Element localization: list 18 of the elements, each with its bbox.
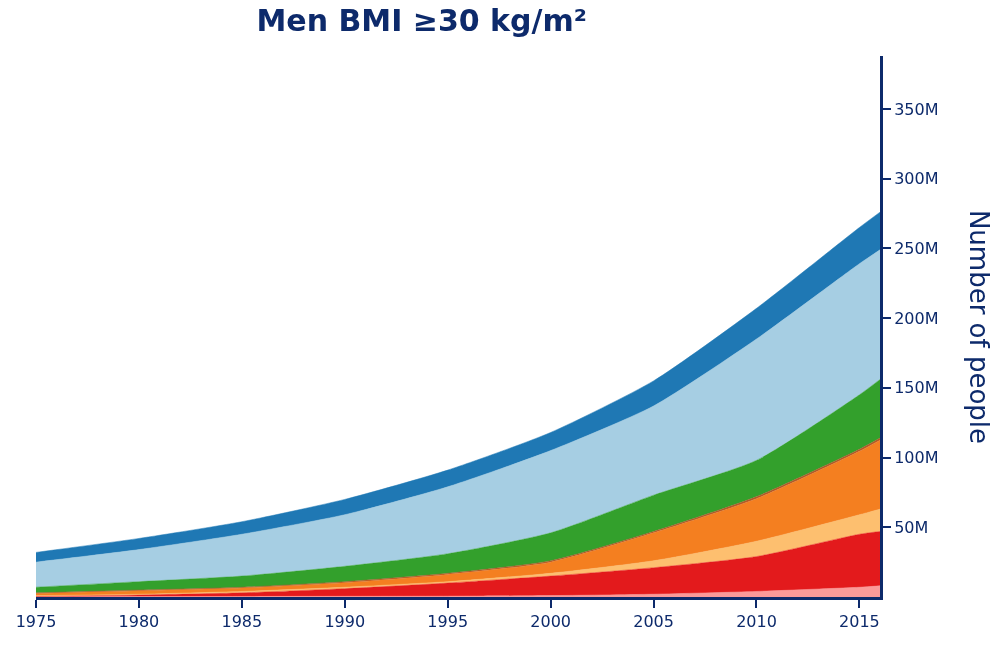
y-tick-label: 300M <box>894 169 939 189</box>
y-tick-label: 50M <box>894 517 929 537</box>
x-tick-label: 1995 <box>427 612 469 632</box>
y-tick-label: 150M <box>894 378 939 398</box>
y-axis-title: Number of people <box>964 209 995 445</box>
y-tick-label: 250M <box>894 239 939 259</box>
x-tick-label: 1980 <box>118 612 160 632</box>
x-tick-label: 1975 <box>15 612 57 632</box>
x-tick-label: 2000 <box>530 612 571 632</box>
x-tick-label: 2015 <box>839 612 880 632</box>
x-tick-label: 1985 <box>221 612 263 632</box>
y-tick-label: 200M <box>894 308 939 328</box>
y-tick-label: 100M <box>894 448 939 468</box>
x-tick-label: 1990 <box>324 612 366 632</box>
y-tick-label: 350M <box>894 99 939 119</box>
chart-title: Men BMI ≥30 kg/m² <box>256 2 587 38</box>
x-tick-label: 2005 <box>633 612 674 632</box>
x-tick-label: 2010 <box>736 612 777 632</box>
